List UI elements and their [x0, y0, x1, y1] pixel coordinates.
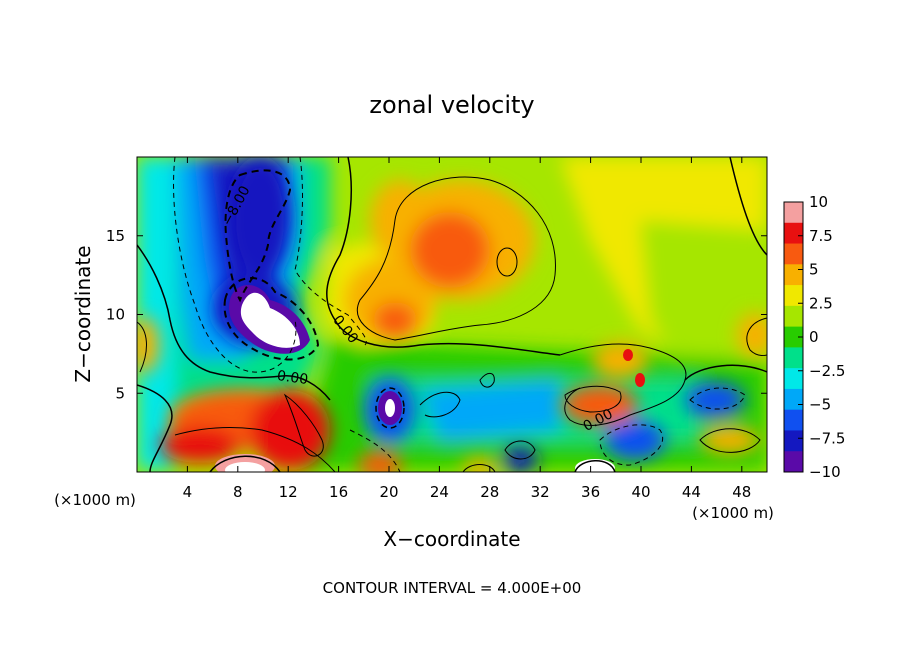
velocity-field: −8.00 0.00 0.00 0.00: [137, 157, 767, 472]
x-tick-label: 16: [329, 483, 348, 501]
contour-zero-28km: [462, 464, 496, 472]
y-tick-label: 10: [106, 306, 125, 324]
colorbar-tick-label: −10: [809, 463, 841, 481]
colorbar-swatch: [784, 326, 803, 348]
contour-minus4-40km: [599, 424, 663, 466]
contour-zero-22km: [419, 391, 461, 418]
y-tick-marks: [137, 235, 767, 394]
x-tick-label: 20: [379, 483, 398, 501]
colorbar-tick-label: −2.5: [809, 362, 845, 380]
contour-label-zero-2: 0.00: [276, 368, 309, 388]
colorbar-swatch: [784, 430, 803, 452]
min-core-8km-saturated: [240, 292, 300, 348]
contour-zero-37km: [559, 343, 687, 426]
colorbar-swatch: [784, 368, 803, 390]
x-tick-label: 36: [581, 483, 600, 501]
contour-plus4-36km: [564, 385, 622, 413]
chart-title: zonal velocity: [369, 91, 534, 119]
colorbar-tick-label: 10: [809, 193, 828, 211]
colorbar-tick-label: −7.5: [809, 429, 845, 447]
colorbar-tick-label: −5: [809, 396, 831, 414]
contour-plus8: [496, 247, 518, 277]
contour-interval-note: CONTOUR INTERVAL = 4.000E+00: [323, 579, 582, 597]
colorbar-swatch: [784, 202, 803, 224]
colorbar-swatch: [784, 305, 803, 328]
x-tick-labels: 4 8 12 16 20 24 28 32 36 40 44 48: [183, 483, 752, 501]
colorbar-tick-label: 7.5: [809, 227, 833, 245]
colorbar: [784, 202, 803, 473]
contour-lines: [137, 157, 767, 472]
color-fill-cores: [137, 160, 767, 472]
contour-zero-right: [684, 364, 767, 381]
color-fill-regions: [137, 157, 767, 470]
y-axis-label: Z−coordinate: [71, 245, 95, 382]
x-tick-marks: [186, 157, 743, 472]
contour-zero-left-edge: [137, 321, 147, 373]
colorbar-tick-label: 0: [809, 328, 819, 346]
x-tick-label: 40: [631, 483, 650, 501]
y-tick-label: 15: [106, 227, 125, 245]
x-axis-label: X−coordinate: [383, 527, 520, 551]
contour-minus4-45km: [689, 387, 746, 410]
x-tick-label: 4: [183, 483, 193, 501]
y-tick-labels: 5 10 15: [106, 227, 125, 403]
colorbar-tick-label: 2.5: [809, 294, 833, 312]
x-unit-label-right: (×1000 m): [692, 504, 774, 522]
contour-zero-bottom-left: [137, 384, 173, 472]
colorbar-tick-label: 5: [809, 261, 819, 279]
colorbar-ticks: 10 7.5 5 2.5 0 −2.5 −5 −7.5 −10: [798, 193, 845, 481]
contour-minus8-36km: [574, 460, 616, 472]
contour-plus4-46km: [699, 428, 761, 453]
x-tick-label: 28: [480, 483, 499, 501]
contour-minus8-upper: [224, 169, 292, 303]
x-tick-label: 44: [682, 483, 701, 501]
x-tick-label: 48: [732, 483, 751, 501]
x-tick-label: 8: [233, 483, 243, 501]
contour-zero-left: [137, 244, 331, 401]
contour-plus4: [357, 176, 556, 341]
max-core-8km-saturated: [225, 462, 265, 472]
colorbar-swatch: [784, 264, 803, 286]
contour-plus8-base: [209, 455, 281, 472]
x-tick-label: 24: [430, 483, 449, 501]
colorbar-swatch: [784, 285, 803, 307]
contour-plus4-bottom: [174, 427, 336, 472]
max-core-40km: [635, 373, 645, 387]
max-core-39km: [623, 349, 633, 361]
min-core-36km-saturated: [575, 459, 615, 472]
colorbar-swatch: [784, 388, 803, 411]
x-tick-label: 12: [279, 483, 298, 501]
colorbar-swatch: [784, 451, 803, 473]
contour-minus4-mid: [294, 157, 367, 346]
y-tick-label: 5: [115, 384, 125, 402]
colorbar-swatch: [784, 243, 803, 265]
contour-plus8-bottom: [283, 393, 324, 457]
colorbar-swatch: [784, 222, 803, 245]
contour-zero-right-edge: [746, 317, 767, 357]
contour-minus8-lower: [223, 277, 320, 361]
contour-minus8-20km: [375, 387, 405, 429]
colorbar-swatch: [784, 347, 803, 369]
x-unit-label-left: (×1000 m): [54, 491, 136, 509]
colorbar-swatch: [784, 409, 803, 431]
contour-zero-27km: [479, 373, 495, 388]
min-core-20km-saturated: [385, 399, 395, 417]
x-tick-label: 32: [531, 483, 550, 501]
contour-zero-right-top: [729, 157, 767, 256]
contour-zero-mid: [326, 157, 561, 356]
contour-zero-30km: [504, 440, 536, 460]
